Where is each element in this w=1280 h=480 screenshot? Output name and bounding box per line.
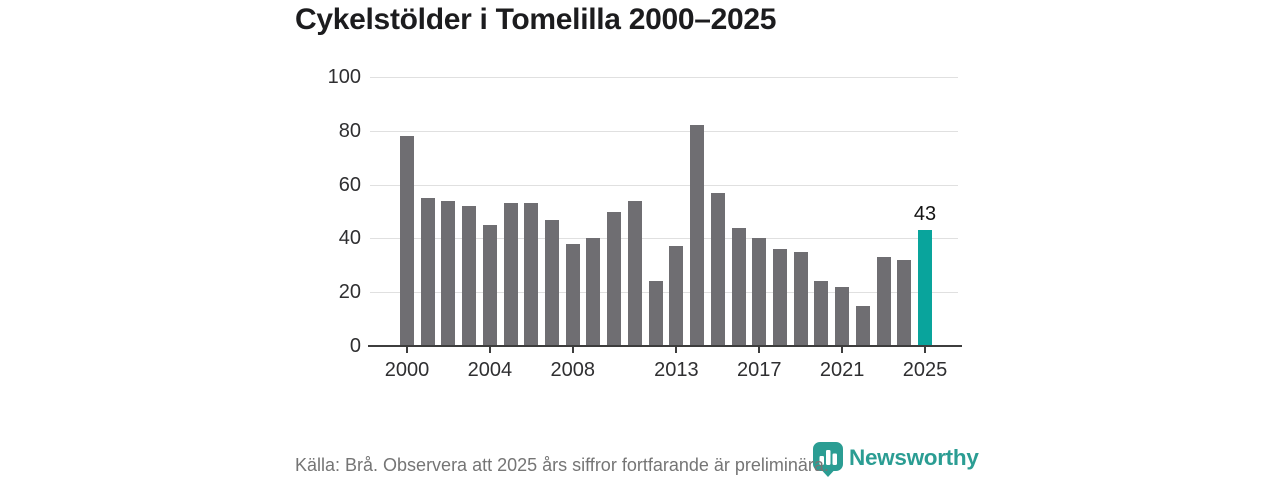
highlight-value-label: 43 (913, 203, 937, 226)
y-axis-label-40: 40 (338, 227, 361, 250)
bar-2017 (752, 238, 767, 346)
x-axis-tick-2017 (758, 347, 761, 353)
bar-2019 (793, 251, 808, 346)
chart-title: Cykelstölder i Tomelilla 2000–2025 (295, 3, 777, 36)
bar-2021 (835, 286, 850, 346)
bar-2009 (586, 238, 601, 346)
x-axis-tick-2013 (675, 347, 678, 353)
plot-area (370, 77, 958, 346)
bar-2024 (897, 259, 912, 346)
bar-2003 (462, 206, 477, 346)
x-axis-tick-2025 (924, 347, 926, 353)
bar-2020 (814, 281, 829, 346)
y-axis-label-60: 60 (338, 173, 361, 196)
bar-2018 (772, 249, 787, 346)
gridline-20 (370, 292, 958, 294)
bar-2023 (876, 257, 891, 346)
x-axis-label-2000: 2000 (384, 359, 430, 381)
y-axis-label-0: 0 (349, 335, 361, 357)
source-note: Källa: Brå. Observera att 2025 års siffr… (295, 455, 829, 475)
bar-2004 (482, 224, 497, 346)
bar-2011 (627, 200, 642, 346)
bar-2010 (607, 211, 622, 346)
x-axis-label-2008: 2008 (550, 359, 596, 381)
gridline-60 (370, 184, 958, 186)
y-axis-label-80: 80 (338, 119, 361, 142)
bar-2005 (503, 203, 518, 346)
bar-2000 (400, 136, 414, 346)
bar-2006 (524, 203, 539, 346)
bar-2015 (710, 192, 725, 346)
gridline-40 (370, 238, 958, 240)
newsworthy-logo-icon (813, 442, 843, 477)
bar-2007 (545, 219, 560, 346)
x-axis-tick-2000 (406, 347, 408, 353)
x-axis-label-2025: 2025 (902, 359, 948, 381)
newsworthy-wordmark: Newsworthy (849, 445, 979, 470)
y-axis-label-20: 20 (338, 281, 361, 304)
bar-2002 (441, 200, 456, 346)
bar-2008 (565, 243, 580, 346)
bar-2022 (855, 305, 870, 346)
x-axis-line (368, 345, 962, 347)
x-axis-tick-2008 (571, 347, 574, 353)
x-axis-tick-2021 (841, 347, 844, 353)
logo-bar-medium (832, 453, 837, 465)
x-axis-label-2013: 2013 (654, 359, 699, 381)
bar-2012 (648, 281, 663, 346)
gridline-80 (370, 130, 958, 132)
x-axis-label-2021: 2021 (819, 359, 865, 381)
y-axis-label-100: 100 (327, 66, 361, 88)
x-axis-label-2004: 2004 (467, 359, 513, 381)
bar-2014 (690, 125, 705, 346)
bar-2016 (731, 227, 746, 346)
x-axis-label-2017: 2017 (736, 359, 782, 381)
x-axis-tick-2004 (488, 347, 491, 353)
bar-2025 (918, 230, 932, 346)
logo-bar-tall (826, 450, 831, 465)
bar-2013 (669, 246, 684, 346)
gridline-100 (370, 77, 958, 78)
bar-2001 (420, 198, 435, 346)
logo-bar-short (819, 456, 824, 465)
